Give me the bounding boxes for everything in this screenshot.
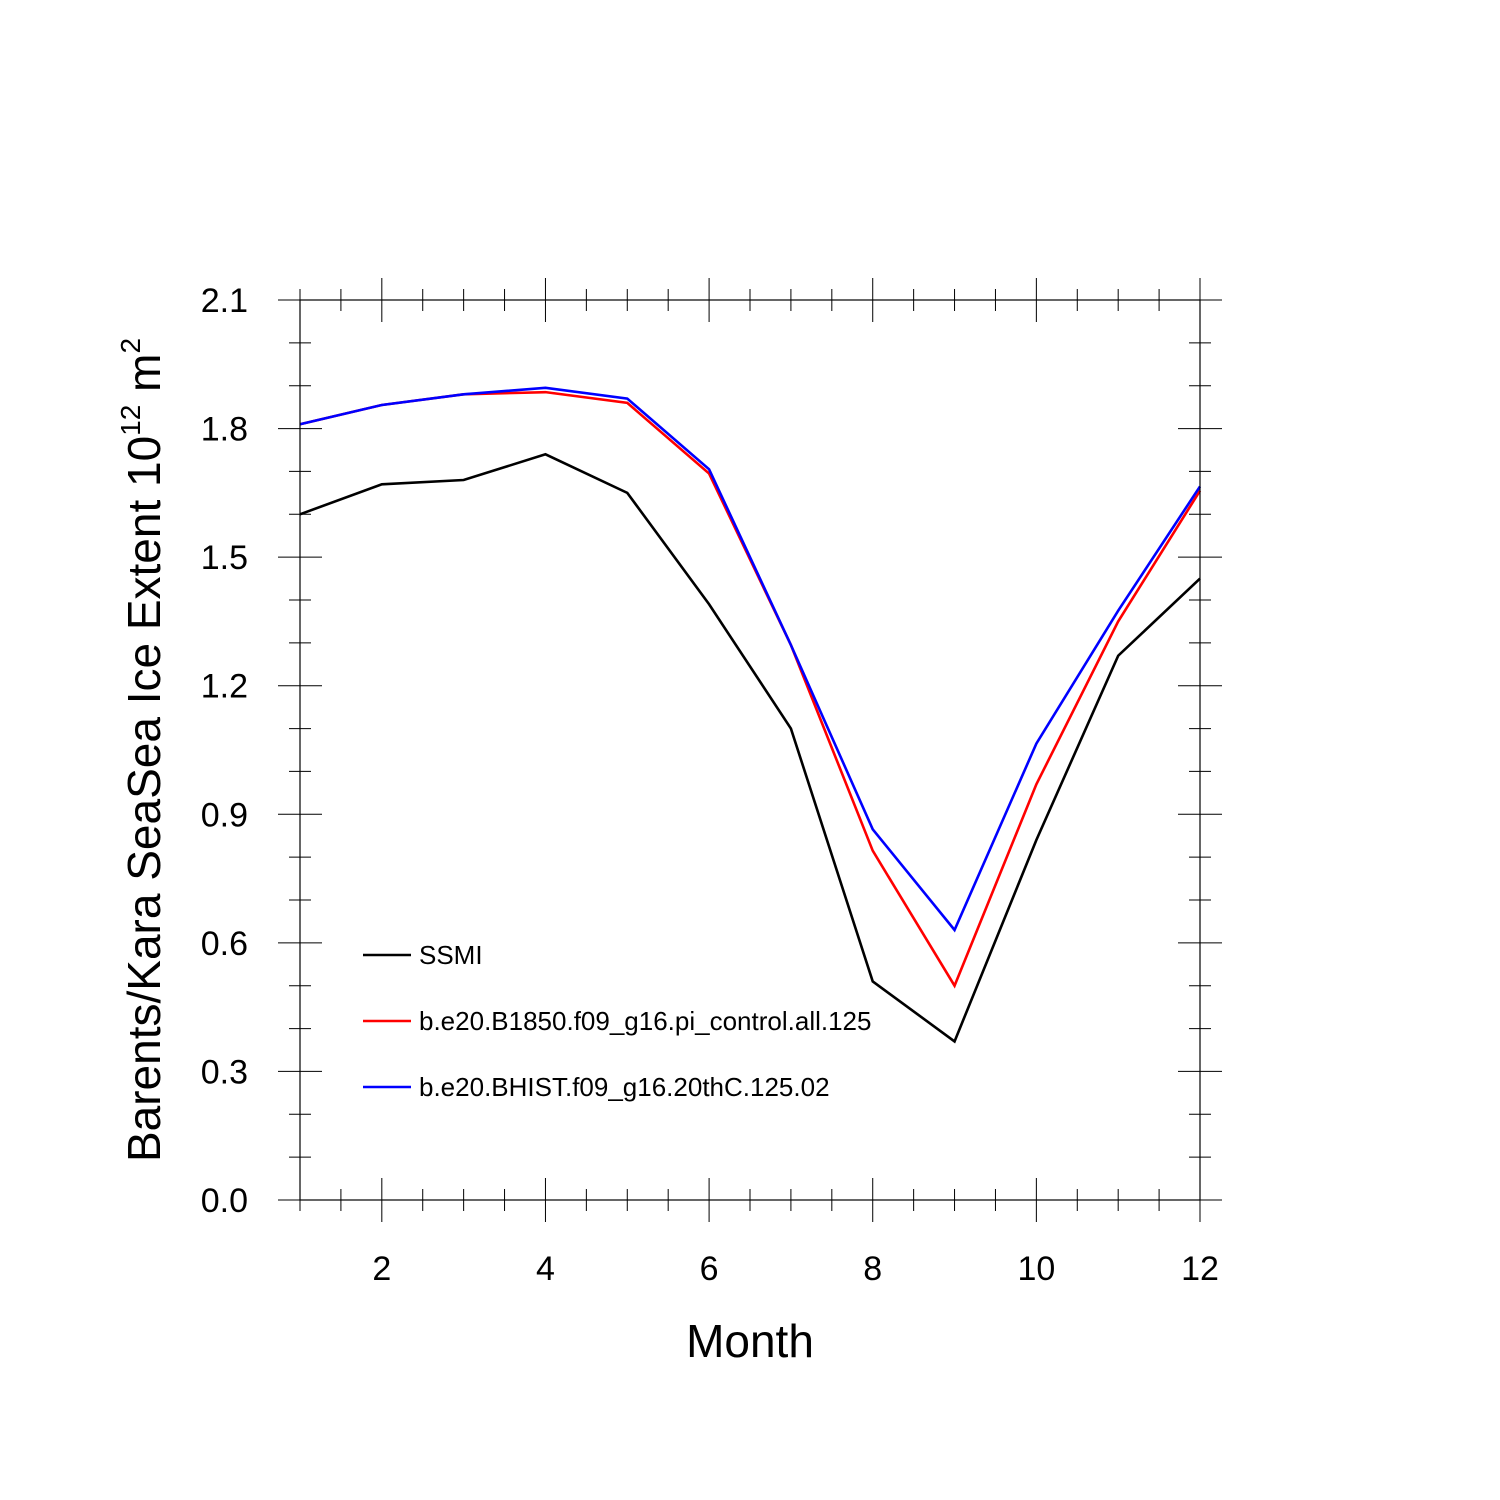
plot-frame [299,299,1201,1201]
axes-layer: 2 4 6 8 10 12 0.0 0.3 0.6 0.9 1.2 1.5 1.8 2.1 [201,278,1222,1288]
legend-label: b.e20.B1850.f09_g16.pi_control.all.125 [419,1006,871,1036]
y-axis-title-main: Barents/Kara SeaSea Ice Extent 10 [118,436,170,1162]
legend-entry: SSMI [363,940,483,970]
series-line-1 [299,452,1201,1044]
legend-entry: b.e20.B1850.f09_g16.pi_control.all.125 [363,1006,871,1036]
x-tick-label: 8 [863,1250,882,1288]
y-tick-label: 0.3 [201,1053,248,1091]
y-tick-label: 1.8 [201,411,248,449]
x-tick-label: 2 [372,1250,391,1288]
y-axis-title-exponent: 12 [115,405,146,436]
y-tick-label: 0.6 [201,925,248,963]
y-axis-title: Barents/Kara SeaSea Ice Extent 1012 m2 [115,338,170,1162]
legend-label: b.e20.BHIST.f09_g16.20thC.125.02 [419,1072,830,1102]
y-axis-title-unit-exponent: 2 [115,338,146,354]
y-tick-label: 1.5 [201,539,248,577]
legend: SSMI b.e20.B1850.f09_g16.pi_control.all.1… [363,940,871,1102]
x-tick-label: 10 [1017,1250,1055,1288]
x-axis-title: Month [686,1315,814,1367]
series-layer [299,386,1202,1044]
legend-entry: b.e20.BHIST.f09_g16.20thC.125.02 [363,1072,830,1102]
x-tick-label: 4 [536,1250,555,1288]
y-tick-label: 2.1 [201,282,248,320]
y-tick-label: 0.9 [201,796,248,834]
y-tick-label: 1.2 [201,668,248,706]
y-axis-title-unit: m [118,354,170,405]
x-tick-label: 12 [1181,1250,1219,1288]
y-tick-label: 0.0 [201,1182,248,1220]
legend-label: SSMI [419,940,483,970]
series-line-3 [299,386,1202,933]
x-tick-label: 6 [700,1250,719,1288]
